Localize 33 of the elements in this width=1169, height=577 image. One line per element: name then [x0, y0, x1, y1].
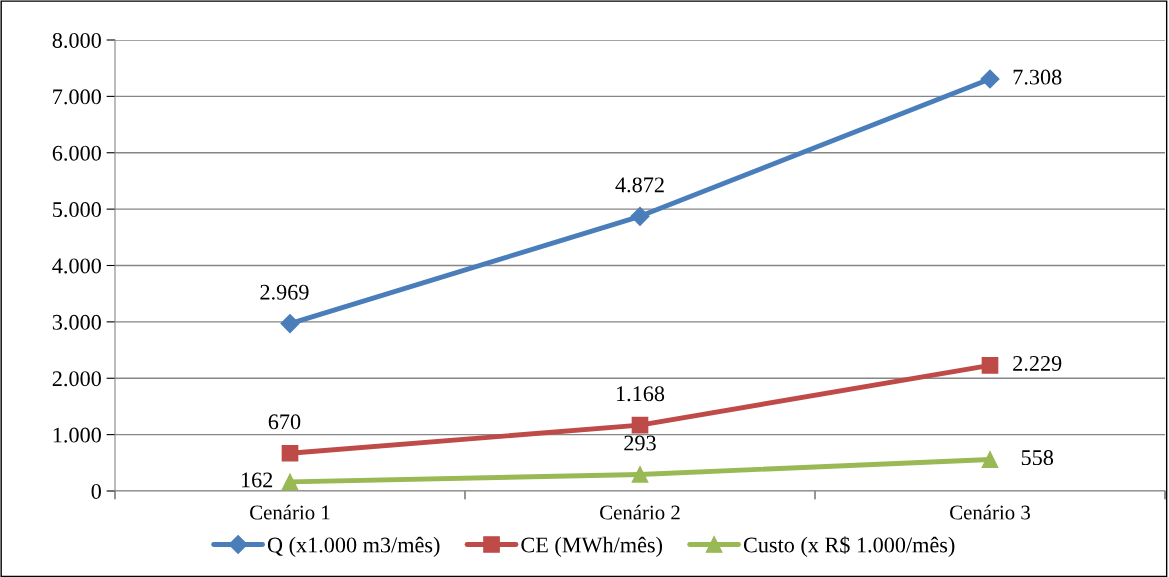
x-tick-label: Cenário 3	[950, 504, 1030, 520]
y-tick-label: 1.000	[53, 427, 101, 443]
legend-label: Q (x1.000 m3/mês)	[267, 536, 440, 557]
y-tick-label: 3.000	[52, 314, 101, 330]
point	[981, 357, 999, 374]
y-tick-label: 7.000	[53, 89, 101, 105]
data-label: 7.308	[1013, 69, 1062, 85]
point	[630, 206, 650, 226]
data-label: 2.969	[260, 284, 309, 300]
y-tick-label: 2.000	[52, 371, 101, 387]
y-tick-label: 6.000	[52, 145, 101, 161]
y-tick-label: 5.000	[53, 202, 101, 218]
point	[631, 466, 649, 483]
x-tick-label: Cenário 2	[600, 504, 680, 520]
y-tick-label: 0	[91, 483, 101, 499]
data-label: 1.168	[616, 386, 665, 402]
point	[281, 473, 299, 491]
point	[981, 451, 999, 468]
data-label: 293	[624, 435, 656, 451]
data-label: 558	[1021, 450, 1054, 466]
point	[980, 69, 1000, 89]
point	[631, 416, 649, 434]
y-tick-label: 8.000	[52, 32, 101, 49]
data-label: 670	[268, 414, 301, 430]
x-tick-label: Cenário 1	[250, 504, 330, 520]
legend-label: CE (MWh/mês)	[521, 536, 663, 557]
data-label: 2.229	[1013, 355, 1062, 371]
data-label: 4.872	[615, 177, 664, 193]
data-label: 162	[241, 472, 273, 488]
point	[281, 444, 299, 462]
legend-label: Custo (x R$ 1.000/mês)	[743, 536, 955, 557]
y-tick-label: 4.000	[52, 258, 101, 274]
point	[280, 314, 300, 334]
